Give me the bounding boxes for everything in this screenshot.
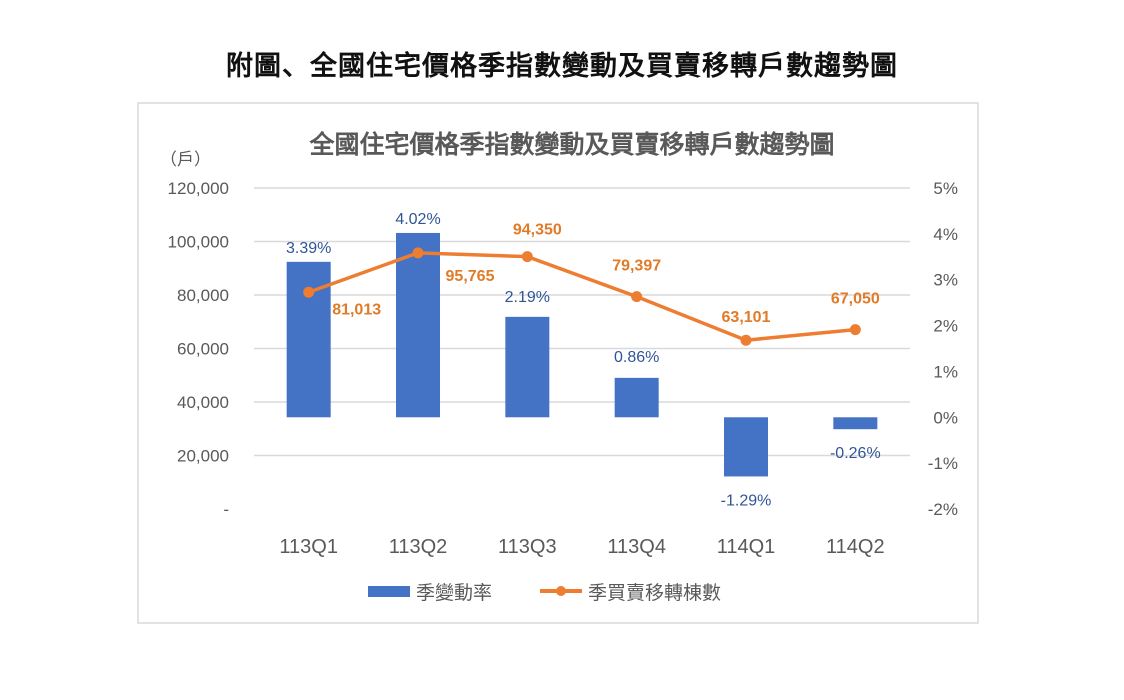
figure-title: 附圖、全國住宅價格季指數變動及買賣移轉戶數趨勢圖 (226, 51, 898, 82)
bar-data-label: -0.26% (830, 445, 881, 462)
line-point (303, 286, 315, 298)
line-data-label: 67,050 (831, 291, 880, 308)
bar (614, 377, 659, 418)
line-data-label: 81,013 (332, 301, 381, 318)
line-point (740, 334, 752, 346)
chart-frame (137, 102, 979, 624)
left-axis-unit: （戶） (160, 150, 211, 169)
category-label: 114Q1 (717, 536, 776, 558)
bar (505, 316, 550, 418)
category-label: 113Q3 (498, 536, 557, 558)
bar (724, 417, 768, 477)
category-label: 113Q1 (279, 536, 338, 558)
line-data-label: 63,101 (722, 309, 771, 326)
legend-line-label: 季買賣移轉棟數 (588, 582, 721, 604)
right-tick-label: -1% (928, 454, 958, 473)
right-tick-label: 3% (933, 271, 958, 290)
category-label: 114Q2 (826, 536, 885, 558)
bar-data-label: 0.86% (614, 349, 659, 366)
legend-line-marker (556, 586, 566, 596)
legend: 季變動率 季買賣移轉棟數 (368, 582, 721, 604)
line-point (631, 291, 643, 303)
left-tick-label: 100,000 (168, 233, 229, 252)
line-point (521, 251, 533, 263)
line-data-label: 94,350 (513, 222, 562, 239)
right-tick-label: 0% (933, 408, 958, 427)
left-tick-label: 120,000 (168, 179, 229, 198)
left-tick-label: 20,000 (177, 447, 229, 466)
bar-data-label: -1.29% (721, 492, 772, 509)
category-label: 113Q2 (389, 536, 448, 558)
bar-data-label: 2.19% (505, 289, 550, 306)
right-tick-label: 5% (933, 179, 958, 198)
left-tick-label: - (223, 500, 229, 519)
category-label: 113Q4 (607, 536, 666, 558)
bar-data-label: 3.39% (286, 240, 331, 257)
bar (396, 232, 440, 418)
legend-bar-swatch (368, 586, 410, 597)
right-tick-label: 2% (933, 317, 958, 336)
bar (833, 417, 878, 430)
line-data-label: 95,765 (446, 268, 495, 285)
right-tick-label: 1% (933, 362, 958, 381)
bar-data-label: 4.02% (395, 211, 440, 228)
line-point (412, 247, 424, 259)
left-tick-label: 80,000 (177, 286, 229, 305)
right-tick-label: 4% (933, 225, 958, 244)
left-tick-label: 60,000 (177, 340, 229, 359)
line-data-label: 79,397 (612, 258, 661, 275)
line-point (849, 324, 861, 336)
right-tick-label: -2% (928, 500, 958, 519)
left-tick-label: 40,000 (177, 393, 229, 412)
series-line (308, 251, 856, 342)
chart-title: 全國住宅價格季指數變動及買賣移轉戶數趨勢圖 (308, 130, 834, 159)
legend-bar-label: 季變動率 (416, 582, 492, 604)
